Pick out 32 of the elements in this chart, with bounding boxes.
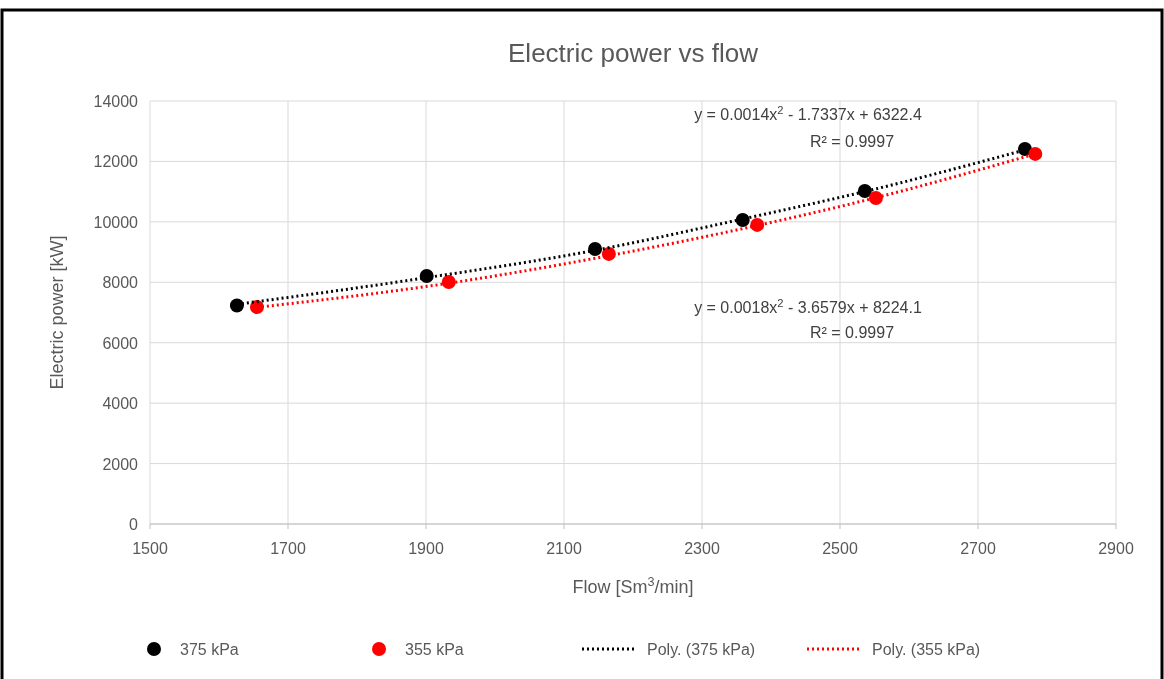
legend-label: 375 kPa: [180, 641, 239, 658]
legend-label: Poly. (355 kPa): [872, 641, 981, 658]
y-tick-label: 14000: [93, 93, 139, 110]
point: [229, 298, 244, 313]
x-tick-label: 2900: [1098, 540, 1134, 557]
point: [857, 184, 872, 199]
y-tick-label: 2000: [102, 455, 139, 473]
x-tick-label: 2700: [960, 540, 996, 557]
chart-title: Electric power vs flow: [508, 38, 759, 68]
x-tick-label: 2500: [822, 540, 858, 557]
point: [1028, 146, 1043, 161]
x-tick-label: 2100: [546, 540, 582, 557]
y-tick-label: 8000: [102, 274, 139, 292]
x-tick-label: 1700: [270, 540, 306, 557]
annotation: R² = 0.9997: [809, 133, 895, 150]
point: [868, 190, 883, 205]
y-tick-label: 10000: [93, 213, 139, 231]
annotation: y = 0.0014x$^{2}$ - 1.7337x + 6322.4: [694, 104, 922, 123]
x-axis-title: Flow [Sm$^{3}$/min]: [572, 575, 694, 597]
y-axis-title: Electric power [kW]: [47, 235, 67, 390]
y-tick-label: 4000: [102, 395, 139, 413]
y-tick-label: 0: [129, 516, 139, 533]
y-tick-label: 12000: [93, 153, 139, 171]
x-tick-label: 2300: [684, 540, 720, 557]
x-tick-label: 1900: [408, 540, 444, 557]
legend-label: Poly. (375 kPa): [647, 641, 756, 658]
x-tick-label: 1500: [132, 540, 168, 557]
legend-label: 355 kPa: [405, 641, 464, 658]
annotation: y = 0.0018x$^{2}$ - 3.6579x + 8224.1: [694, 297, 922, 316]
point: [750, 217, 765, 232]
annotation: R² = 0.9997: [809, 324, 895, 341]
y-tick-label: 6000: [102, 334, 139, 352]
